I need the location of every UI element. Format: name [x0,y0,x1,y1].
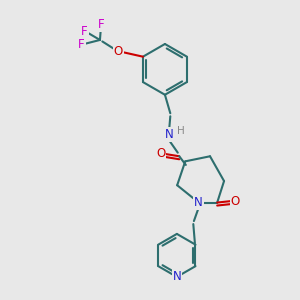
Text: N: N [164,128,173,141]
Text: F: F [81,25,88,38]
Text: H: H [178,126,185,136]
Text: O: O [230,195,240,208]
Text: F: F [78,38,85,51]
Text: O: O [114,45,123,58]
Text: O: O [156,147,165,161]
Text: N: N [172,270,181,284]
Text: F: F [98,18,105,31]
Text: N: N [194,196,203,209]
